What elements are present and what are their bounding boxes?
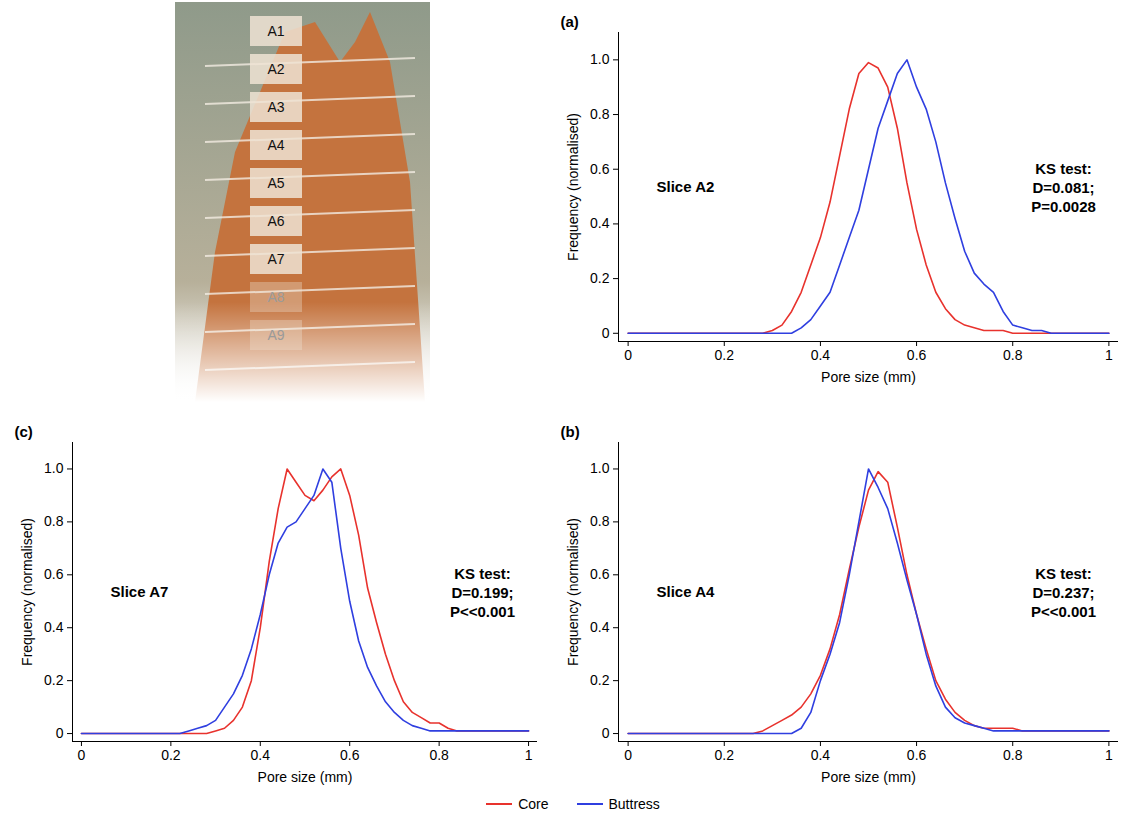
svg-text:Pore size (mm): Pore size (mm) xyxy=(821,369,916,385)
svg-text:0.2: 0.2 xyxy=(590,270,610,286)
svg-text:0.2: 0.2 xyxy=(715,747,735,763)
svg-text:Frequency (normalised): Frequency (normalised) xyxy=(565,518,581,666)
svg-text:0.4: 0.4 xyxy=(44,619,64,635)
svg-text:0: 0 xyxy=(56,725,64,741)
svg-text:Slice A2: Slice A2 xyxy=(657,178,715,195)
svg-text:A4: A4 xyxy=(267,137,284,153)
svg-text:Slice A4: Slice A4 xyxy=(657,583,715,600)
svg-text:(c): (c) xyxy=(15,423,33,440)
svg-text:(b): (b) xyxy=(561,423,580,440)
svg-text:0: 0 xyxy=(624,747,632,763)
svg-text:0.8: 0.8 xyxy=(590,513,610,529)
svg-text:0.8: 0.8 xyxy=(44,513,64,529)
svg-text:A8: A8 xyxy=(267,289,284,305)
svg-text:0.6: 0.6 xyxy=(340,747,360,763)
svg-text:1: 1 xyxy=(1105,747,1113,763)
svg-text:0.4: 0.4 xyxy=(811,347,831,363)
svg-text:0.8: 0.8 xyxy=(1003,347,1023,363)
svg-text:0: 0 xyxy=(624,347,632,363)
svg-text:A3: A3 xyxy=(267,99,284,115)
svg-text:A9: A9 xyxy=(267,327,284,343)
svg-text:0.4: 0.4 xyxy=(251,747,271,763)
svg-text:0.8: 0.8 xyxy=(1003,747,1023,763)
svg-text:A2: A2 xyxy=(267,61,284,77)
svg-text:0.2: 0.2 xyxy=(44,672,64,688)
svg-text:0.2: 0.2 xyxy=(715,347,735,363)
svg-text:KS test:D=0.081;P=0.0028: KS test:D=0.081;P=0.0028 xyxy=(1031,160,1096,215)
svg-text:KS test:D=0.199;P<<0.001: KS test:D=0.199;P<<0.001 xyxy=(450,565,515,620)
svg-text:1: 1 xyxy=(1105,347,1113,363)
svg-text:Frequency (normalised): Frequency (normalised) xyxy=(19,518,35,666)
html-text:Buttress: Buttress xyxy=(608,796,660,812)
svg-text:0.8: 0.8 xyxy=(429,747,449,763)
svg-text:Pore size (mm): Pore size (mm) xyxy=(258,769,353,785)
svg-text:KS test:D=0.237;P<<0.001: KS test:D=0.237;P<<0.001 xyxy=(1031,565,1096,620)
svg-text:0: 0 xyxy=(602,725,610,741)
svg-text:A5: A5 xyxy=(267,175,284,191)
svg-text:0: 0 xyxy=(78,747,86,763)
svg-text:0.6: 0.6 xyxy=(44,566,64,582)
svg-text:0.6: 0.6 xyxy=(907,747,927,763)
svg-text:0.6: 0.6 xyxy=(907,347,927,363)
svg-text:A6: A6 xyxy=(267,213,284,229)
svg-text:A1: A1 xyxy=(267,23,284,39)
svg-text:1.0: 1.0 xyxy=(590,51,610,67)
html-text:Core: Core xyxy=(518,796,549,812)
svg-text:Pore size (mm): Pore size (mm) xyxy=(821,769,916,785)
svg-text:0.6: 0.6 xyxy=(590,161,610,177)
svg-text:Frequency (normalised): Frequency (normalised) xyxy=(565,113,581,261)
svg-text:A7: A7 xyxy=(267,251,284,267)
svg-text:0.2: 0.2 xyxy=(161,747,181,763)
svg-text:0.2: 0.2 xyxy=(590,672,610,688)
svg-text:(a): (a) xyxy=(561,13,579,30)
svg-text:0.8: 0.8 xyxy=(590,106,610,122)
svg-text:0.4: 0.4 xyxy=(811,747,831,763)
svg-text:0.4: 0.4 xyxy=(590,619,610,635)
svg-text:1.0: 1.0 xyxy=(590,460,610,476)
svg-text:1: 1 xyxy=(525,747,533,763)
svg-text:0: 0 xyxy=(602,325,610,341)
svg-text:0.6: 0.6 xyxy=(590,566,610,582)
svg-text:Slice A7: Slice A7 xyxy=(111,583,169,600)
svg-text:1.0: 1.0 xyxy=(44,460,64,476)
svg-text:0.4: 0.4 xyxy=(590,215,610,231)
